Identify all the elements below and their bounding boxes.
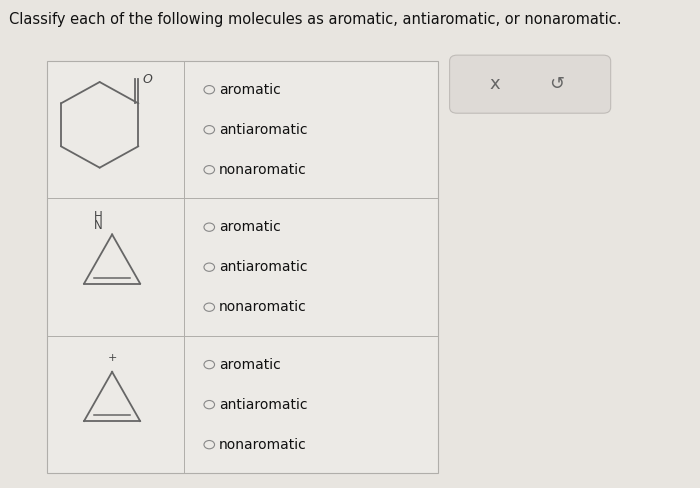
Text: N: N <box>94 219 103 232</box>
Text: O: O <box>143 73 153 85</box>
Text: antiaromatic: antiaromatic <box>219 122 308 137</box>
Circle shape <box>204 361 214 369</box>
Circle shape <box>204 85 214 94</box>
Circle shape <box>204 263 214 271</box>
Circle shape <box>204 125 214 134</box>
Text: nonaromatic: nonaromatic <box>219 163 307 177</box>
Text: nonaromatic: nonaromatic <box>219 438 307 452</box>
Text: +: + <box>107 353 117 363</box>
Circle shape <box>204 223 214 231</box>
Circle shape <box>204 401 214 409</box>
Text: aromatic: aromatic <box>219 220 281 234</box>
Circle shape <box>204 165 214 174</box>
Text: Classify each of the following molecules as aromatic, antiaromatic, or nonaromat: Classify each of the following molecules… <box>9 12 622 27</box>
Circle shape <box>204 441 214 449</box>
Text: nonaromatic: nonaromatic <box>219 300 307 314</box>
Text: antiaromatic: antiaromatic <box>219 260 308 274</box>
FancyBboxPatch shape <box>449 55 610 113</box>
Text: aromatic: aromatic <box>219 358 281 372</box>
Circle shape <box>204 303 214 311</box>
Text: ↺: ↺ <box>549 75 564 93</box>
Text: x: x <box>489 75 500 93</box>
Bar <box>47 61 438 473</box>
Text: aromatic: aromatic <box>219 82 281 97</box>
Text: H: H <box>94 210 103 224</box>
Text: antiaromatic: antiaromatic <box>219 398 308 412</box>
